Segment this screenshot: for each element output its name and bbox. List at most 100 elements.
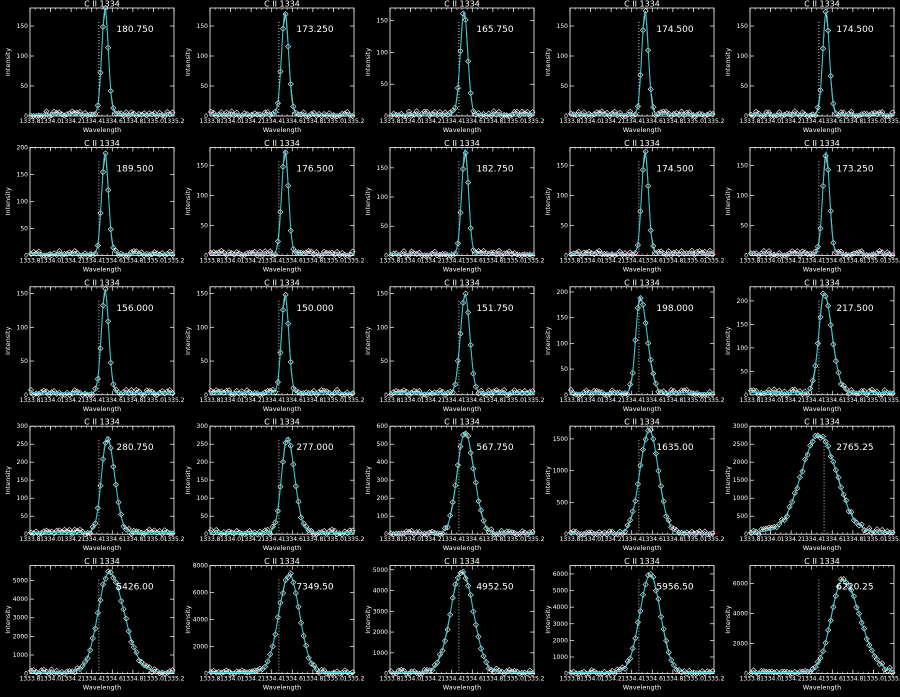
x-tick-label: 1334.8 [842, 397, 863, 404]
data-point [601, 391, 608, 398]
data-point [218, 109, 225, 116]
data-point [866, 642, 873, 649]
data-point [418, 252, 425, 259]
x-tick-label: 1334.0 [580, 397, 601, 404]
data-point [804, 451, 811, 458]
data-point [123, 109, 130, 116]
y-tick-label: 0 [204, 113, 208, 120]
data-point [38, 667, 45, 674]
data-point [40, 528, 47, 535]
data-point [845, 252, 852, 259]
data-point [773, 668, 780, 675]
data-point [164, 250, 171, 257]
data-point [323, 388, 330, 395]
fit-curve [749, 434, 894, 533]
data-point [503, 391, 510, 398]
data-point [871, 389, 878, 396]
data-point [316, 252, 323, 259]
x-axis-label: Wavelength [623, 684, 662, 692]
y-tick-label: 8000 [193, 563, 208, 570]
x-tick-label: 1335.0 [503, 397, 524, 404]
data-point [622, 250, 629, 257]
x-tick-label: 1334.8 [122, 257, 143, 264]
data-point [341, 528, 348, 535]
data-point [616, 109, 623, 116]
y-tick-label: 50 [200, 222, 208, 229]
peak-value-label: 151.750 [476, 304, 513, 314]
x-tick-label: 1333.8 [560, 397, 581, 404]
y-axis-label: Intensity [364, 605, 372, 633]
data-point [642, 436, 649, 443]
data-point [244, 669, 251, 676]
y-tick-label: 50 [560, 366, 568, 373]
x-tick-label: 1335.0 [683, 397, 704, 404]
x-tick-label: 1335.0 [683, 118, 704, 125]
data-point [871, 252, 878, 259]
x-axis-label: Wavelength [623, 126, 662, 134]
x-tick-label: 1333.8 [740, 397, 761, 404]
x-tick-label: 1334.4 [441, 397, 462, 404]
x-tick-label: 1334.8 [302, 118, 323, 125]
peak-value-label: 176.500 [296, 164, 333, 174]
data-point [868, 529, 875, 536]
fit-curve [570, 10, 714, 115]
x-tick-label: 1333.8 [200, 397, 221, 404]
x-tick-label: 1335.0 [143, 257, 164, 264]
data-point [748, 387, 755, 394]
data-point [264, 387, 271, 394]
data-point [799, 468, 806, 475]
x-tick-label: 1334.0 [580, 676, 601, 683]
x-tick-label: 1335.2 [524, 676, 545, 683]
x-tick-label: 1333.8 [380, 536, 401, 543]
data-point [393, 250, 400, 257]
y-tick-label: 100 [17, 324, 29, 331]
y-tick-label: 2000 [193, 644, 208, 651]
data-point [668, 524, 675, 531]
data-point [670, 249, 677, 256]
data-point [843, 579, 850, 586]
panel-title: C II 1334 [84, 139, 120, 148]
data-point [760, 112, 767, 119]
data-point [483, 250, 490, 257]
data-point [151, 249, 158, 256]
x-axis-label: Wavelength [443, 684, 482, 692]
data-point [598, 389, 605, 396]
y-axis-label: Intensity [184, 187, 192, 215]
x-tick-label: 1334.4 [81, 676, 102, 683]
fit-curve [390, 570, 534, 673]
data-point [488, 249, 495, 256]
data-point [850, 250, 857, 257]
x-axis-label: Wavelength [803, 126, 842, 134]
data-point [429, 528, 436, 535]
y-tick-label: 50 [560, 222, 568, 229]
data-point [812, 664, 819, 671]
data-point [529, 529, 536, 536]
data-point [622, 528, 629, 535]
y-tick-label: 2000 [13, 633, 28, 640]
data-point [861, 252, 868, 259]
data-point [830, 341, 837, 348]
x-tick-label: 1334.2 [601, 118, 622, 125]
x-tick-label: 1334.2 [421, 118, 442, 125]
data-point [660, 250, 667, 257]
data-point [583, 112, 590, 120]
data-point [56, 109, 63, 116]
panel-title: C II 1334 [84, 418, 120, 427]
data-point [159, 530, 166, 537]
data-point [776, 109, 783, 116]
y-tick-label: 200 [557, 289, 569, 296]
data-point [40, 252, 47, 259]
x-tick-label: 1334.8 [842, 536, 863, 543]
data-point [701, 391, 708, 398]
data-point [246, 389, 253, 396]
y-axis-label: Intensity [724, 327, 732, 355]
y-tick-label: 150 [557, 23, 569, 30]
y-tick-label: 0 [564, 671, 568, 678]
data-point [272, 389, 279, 396]
y-axis-label: Intensity [724, 605, 732, 633]
x-tick-label: 1334.2 [421, 536, 442, 543]
panel-title: C II 1334 [804, 139, 840, 148]
data-point [470, 608, 477, 615]
